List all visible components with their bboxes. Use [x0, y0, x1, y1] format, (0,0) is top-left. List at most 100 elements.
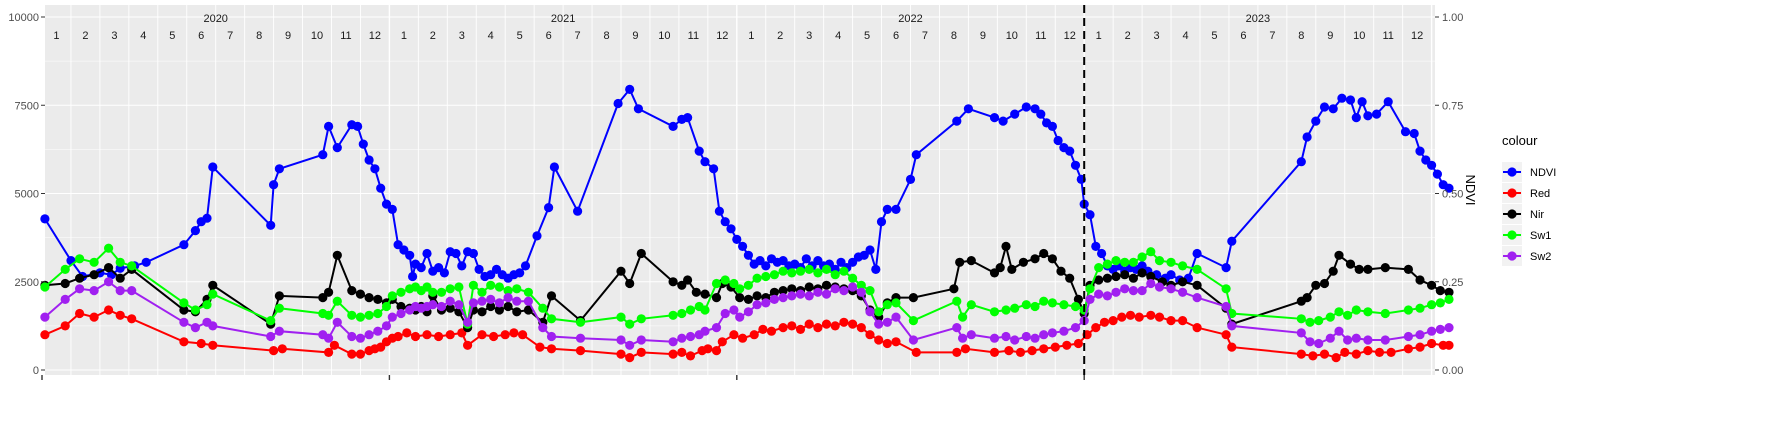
data-point-ndvi — [544, 203, 554, 213]
data-point-sw2 — [1221, 301, 1231, 312]
data-point-sw2 — [127, 286, 137, 296]
data-point-red — [457, 328, 467, 338]
data-point-sw2 — [1178, 287, 1188, 297]
data-point-ndvi — [1137, 261, 1147, 271]
data-point-sw2 — [1351, 333, 1361, 343]
data-point-ndvi — [726, 224, 736, 234]
data-point-red — [952, 347, 962, 357]
data-point-ndvi — [439, 268, 449, 278]
month-label: 3 — [459, 30, 465, 42]
data-point-ndvi — [520, 261, 531, 271]
data-point-ndvi — [141, 257, 151, 267]
data-point-sw2 — [1094, 289, 1104, 299]
data-point-sw2 — [1059, 326, 1069, 336]
data-point-sw1 — [1047, 298, 1057, 308]
legend-item-ndvi: NDVI — [1502, 162, 1556, 182]
legend-item-nir: Nir — [1502, 204, 1544, 224]
data-point-sw2 — [89, 286, 99, 296]
data-point-ndvi — [694, 146, 704, 156]
data-point-sw1 — [546, 314, 557, 324]
data-point-ndvi — [399, 245, 409, 255]
data-point-sw1 — [89, 257, 99, 267]
data-point-ndvi — [457, 261, 467, 271]
month-label: 4 — [835, 30, 841, 42]
data-point-sw2 — [1111, 287, 1121, 297]
month-label: 9 — [1327, 30, 1333, 42]
data-point-sw1 — [1010, 303, 1020, 313]
data-point-ndvi — [1053, 135, 1063, 146]
data-point-ndvi — [1091, 241, 1101, 251]
data-point-ndvi — [989, 113, 1000, 123]
data-point-sw1 — [127, 261, 137, 271]
data-point-sw2 — [381, 321, 392, 331]
data-point-sw2 — [387, 312, 397, 322]
y-tick-label: 5000 — [15, 189, 39, 201]
data-point-sw2 — [856, 287, 866, 297]
data-point-nir — [1319, 278, 1330, 289]
data-point-nir — [1146, 271, 1156, 282]
data-point-red — [787, 321, 797, 331]
data-point-sw2 — [720, 308, 730, 319]
data-point-sw2 — [1128, 286, 1138, 296]
data-point-red — [813, 323, 823, 333]
data-point-red — [778, 323, 788, 333]
month-label: 11 — [688, 30, 699, 42]
month-label: 3 — [111, 30, 117, 42]
year-label: 2023 — [1246, 13, 1270, 25]
data-point-ndvi — [1311, 116, 1321, 126]
data-point-nir — [1007, 264, 1017, 274]
data-point-sw2 — [208, 321, 218, 331]
data-point-sw2 — [477, 296, 487, 306]
month-label: 12 — [716, 30, 728, 42]
data-point-ndvi — [633, 104, 644, 114]
data-point-nir — [1018, 257, 1028, 267]
data-point-nir — [373, 294, 383, 304]
data-point-ndvi — [1415, 146, 1425, 156]
data-point-ndvi — [434, 263, 444, 273]
y2-axis-title: NDVI — [1463, 174, 1478, 205]
data-point-red — [1444, 340, 1454, 350]
data-point-sw2 — [1314, 338, 1324, 349]
data-point-ndvi — [573, 206, 583, 216]
data-point-sw2 — [104, 277, 114, 287]
data-point-ndvi — [891, 204, 901, 214]
month-label: 6 — [1240, 30, 1246, 42]
x-axis — [41, 375, 1085, 380]
data-point-sw2 — [1030, 333, 1040, 343]
data-point-nir — [503, 301, 513, 312]
data-point-sw1 — [804, 264, 814, 274]
data-point-sw2 — [668, 337, 678, 347]
data-point-nir — [523, 305, 534, 315]
data-point-nir — [949, 284, 959, 294]
data-point-sw1 — [700, 305, 710, 315]
month-label: 5 — [169, 30, 175, 42]
data-point-sw2 — [1192, 293, 1202, 303]
data-point-sw1 — [1192, 264, 1202, 274]
data-point-ndvi — [1328, 104, 1338, 114]
data-point-ndvi — [468, 248, 478, 259]
data-point-red — [856, 323, 866, 333]
data-point-ndvi — [625, 84, 635, 94]
data-point-red — [104, 305, 114, 315]
data-point-sw2 — [40, 312, 50, 322]
data-point-nir — [1056, 266, 1066, 276]
data-point-sw2 — [1444, 323, 1454, 333]
data-point-ndvi — [1409, 128, 1419, 139]
data-point-sw2 — [1120, 284, 1130, 294]
data-point-red — [738, 333, 748, 343]
data-point-sw2 — [60, 294, 70, 304]
data-point-red — [839, 317, 849, 327]
data-point-sw2 — [1227, 321, 1237, 331]
month-label: 9 — [285, 30, 291, 42]
data-point-red — [500, 330, 510, 340]
y2-tick-label: 1.00 — [1442, 12, 1463, 24]
month-label: 4 — [1182, 30, 1188, 42]
data-point-sw2 — [463, 317, 473, 327]
data-point-red — [1004, 346, 1014, 356]
data-point-sw1 — [1314, 316, 1324, 326]
data-point-nir — [821, 280, 832, 290]
month-label: 2 — [430, 30, 436, 42]
data-point-sw1 — [966, 300, 976, 310]
y-axis-left: 0 2500 5000 7500 10000 — [8, 12, 45, 377]
